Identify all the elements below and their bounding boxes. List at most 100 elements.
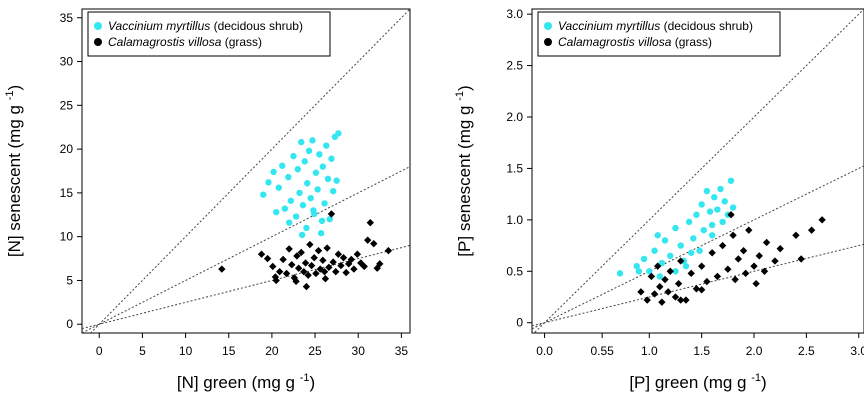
legend-marker [94, 38, 102, 46]
data-point [281, 205, 289, 212]
x-axis-title: [N] green (mg g -1) [177, 372, 315, 392]
x-tick-label: 20 [265, 344, 279, 358]
reference-lines [532, 9, 864, 333]
data-point [329, 258, 337, 266]
data-point [700, 226, 707, 234]
data-point [698, 201, 705, 208]
data-point [654, 232, 661, 239]
data-point [329, 187, 337, 195]
data-point [697, 286, 706, 294]
data-point [307, 261, 316, 270]
data-point [718, 241, 727, 250]
y-tick-label: 1.5 [506, 161, 523, 175]
data-point [677, 296, 685, 304]
series-vaccinium-myrtillus [260, 130, 342, 239]
data-point [342, 268, 350, 277]
y-tick-label: 0 [66, 317, 73, 331]
y-axis-title: [P] senescent (mg g -1) [454, 85, 474, 256]
data-point [333, 177, 340, 184]
data-point [708, 249, 716, 257]
data-point [290, 152, 297, 160]
data-point [727, 177, 735, 184]
y-tick-label: 1.0 [506, 213, 523, 227]
data-point [771, 257, 779, 265]
data-point [309, 137, 316, 144]
data-point [616, 270, 624, 277]
legend-box [537, 11, 781, 57]
data-point [300, 268, 308, 276]
data-point [303, 224, 310, 232]
data-point [325, 263, 333, 272]
data-point [656, 273, 663, 280]
data-point [317, 229, 325, 237]
data-point [292, 213, 300, 220]
series-vaccinium-myrtillus [616, 177, 737, 280]
plot-frame [531, 8, 864, 334]
data-point [797, 255, 805, 263]
data-point [339, 254, 348, 262]
data-point [637, 288, 645, 296]
data-point [320, 268, 329, 276]
data-point [298, 138, 305, 146]
y-axis-title: [N] senescent (mg g -1) [4, 85, 24, 257]
data-point [672, 268, 679, 275]
data-point [332, 268, 340, 276]
data-point [327, 210, 336, 218]
data-point [301, 259, 310, 267]
legend: Vaccinium myrtillus (decidous shrub) Cala… [87, 11, 331, 57]
data-point [304, 180, 311, 187]
reference-line [532, 165, 864, 330]
data-point [384, 247, 393, 255]
data-point [301, 158, 308, 165]
data-point [734, 255, 742, 263]
data-point [640, 255, 648, 263]
data-point [697, 262, 706, 270]
data-point [818, 216, 826, 224]
data-point [285, 245, 293, 253]
legend-entry: Vaccinium myrtillus (decidous shrub) [108, 19, 303, 33]
x-tick-label: 5 [139, 344, 146, 358]
data-point [671, 293, 680, 301]
data-point [672, 224, 679, 232]
data-point [335, 130, 342, 137]
data-point [337, 261, 345, 270]
data-point [323, 142, 330, 149]
reference-line [89, 9, 410, 333]
legend-entry: Vaccinium myrtillus (decidous shrub) [558, 19, 753, 33]
data-point [682, 262, 690, 270]
legend-box [87, 11, 331, 57]
data-point [658, 298, 666, 306]
data-point [321, 200, 328, 207]
data-point [296, 189, 303, 197]
data-point [306, 240, 314, 249]
data-point [321, 275, 330, 283]
data-point [265, 179, 272, 186]
data-point [745, 226, 753, 234]
data-point [703, 277, 711, 286]
x-tick-label: 0.55 [590, 344, 614, 358]
data-point [658, 259, 666, 267]
data-point [287, 197, 295, 204]
y-tick-label: 30 [60, 55, 74, 69]
x-tick-label: 2.5 [798, 344, 815, 358]
data-point [312, 269, 320, 278]
data-point [635, 268, 643, 275]
data-point [677, 242, 684, 249]
data-point [326, 215, 333, 223]
data-point [350, 265, 358, 273]
data-point [328, 155, 335, 162]
y-tick-label: 5 [66, 273, 73, 287]
x-tick-label: 35 [395, 344, 409, 358]
reference-lines [82, 9, 410, 333]
data-point [661, 237, 669, 244]
data-point [685, 218, 693, 226]
data-point [319, 163, 327, 170]
data-point [263, 254, 272, 263]
series-calamagrostis-villosa [637, 211, 826, 306]
data-point [714, 206, 721, 213]
data-point [711, 194, 718, 201]
reference-line [82, 244, 410, 330]
x-tick-label: 0 [96, 344, 103, 358]
data-point [307, 194, 314, 202]
data-point [729, 204, 737, 211]
